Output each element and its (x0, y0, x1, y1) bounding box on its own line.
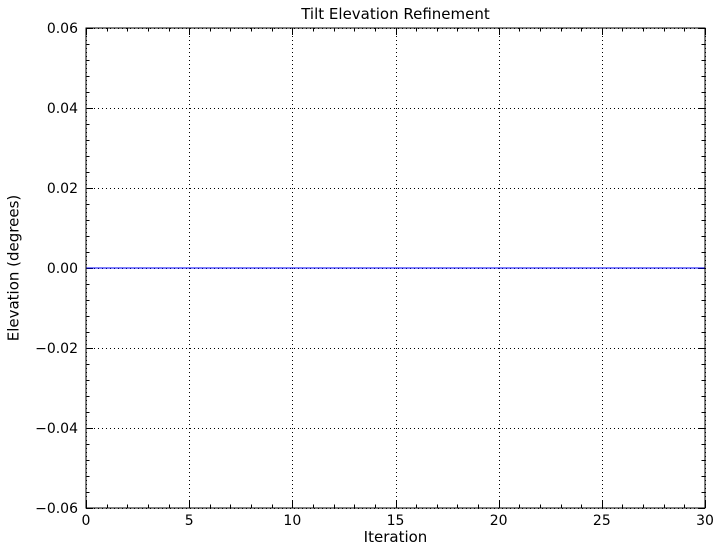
y-tick-label: 0.02 (47, 181, 78, 197)
y-tick-label: 0.00 (47, 261, 78, 277)
y-tick-label: 0.06 (47, 21, 78, 37)
y-axis-label: Elevation (degrees) (4, 194, 23, 342)
x-axis-label: Iteration (363, 528, 428, 546)
y-tick-label: −0.02 (35, 341, 78, 357)
x-tick-label: 15 (387, 513, 405, 529)
y-tick-label: −0.06 (35, 501, 78, 517)
x-tick-label: 5 (185, 513, 194, 529)
x-tick-label: 20 (490, 513, 508, 529)
x-tick-label: 10 (283, 513, 301, 529)
chart-title: Tilt Elevation Refinement (301, 5, 490, 23)
y-tick-label: −0.04 (35, 421, 78, 437)
x-tick-label: 30 (696, 513, 714, 529)
x-tick-label: 25 (593, 513, 611, 529)
y-tick-label: 0.04 (47, 101, 78, 117)
x-tick-label: 0 (82, 513, 91, 529)
axes-frame (85, 27, 706, 509)
